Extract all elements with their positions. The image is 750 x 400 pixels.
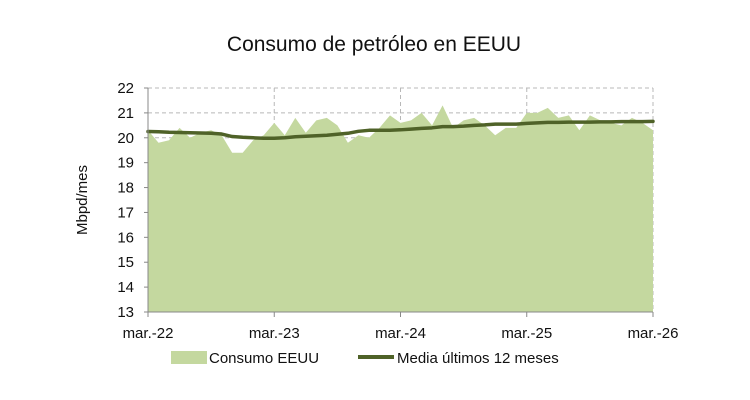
area-layer: [148, 105, 653, 312]
line-layer: [146, 119, 655, 141]
y-axis-label: Mbpd/mes: [74, 165, 91, 235]
y-tick-label: 17: [117, 204, 134, 221]
x-tick-label: mar.-22: [123, 325, 174, 342]
axis-layer: [144, 87, 654, 317]
y-tick-label: 14: [117, 279, 134, 296]
y-tick-label: 19: [117, 155, 134, 172]
legend-item-consumo: Consumo EEUU: [171, 350, 319, 367]
x-tick-label: mar.-24: [375, 325, 426, 342]
y-tick-label: 13: [117, 304, 134, 321]
x-tick-label: mar.-23: [249, 325, 300, 342]
x-tick-label: mar.-25: [501, 325, 552, 342]
y-tick-label: 15: [117, 254, 134, 271]
y-tick-label: 21: [117, 105, 134, 122]
legend-swatch-consumo: [171, 351, 207, 364]
y-tick-label: 16: [117, 229, 134, 246]
y-tick-label: 20: [117, 130, 134, 147]
line-media-ultimos-12-meses: [146, 119, 655, 141]
y-tick-labels: 13 14 15 16 17 18 19 20 21 22: [117, 80, 134, 321]
legend-label-media: Media últimos 12 meses: [397, 350, 559, 367]
y-tick-label: 18: [117, 180, 134, 197]
legend-label-consumo: Consumo EEUU: [209, 350, 319, 367]
chart-title: Consumo de petróleo en EEUU: [227, 33, 521, 56]
y-tick-label: 22: [117, 80, 134, 97]
x-tick-label: mar.-26: [628, 325, 679, 342]
legend: Consumo EEUU Media últimos 12 meses: [171, 350, 559, 367]
area-consumo-eeuu: [148, 105, 653, 312]
x-tick-labels: mar.-22 mar.-23 mar.-24 mar.-25 mar.-26: [123, 325, 679, 342]
legend-item-media: Media últimos 12 meses: [358, 350, 559, 367]
